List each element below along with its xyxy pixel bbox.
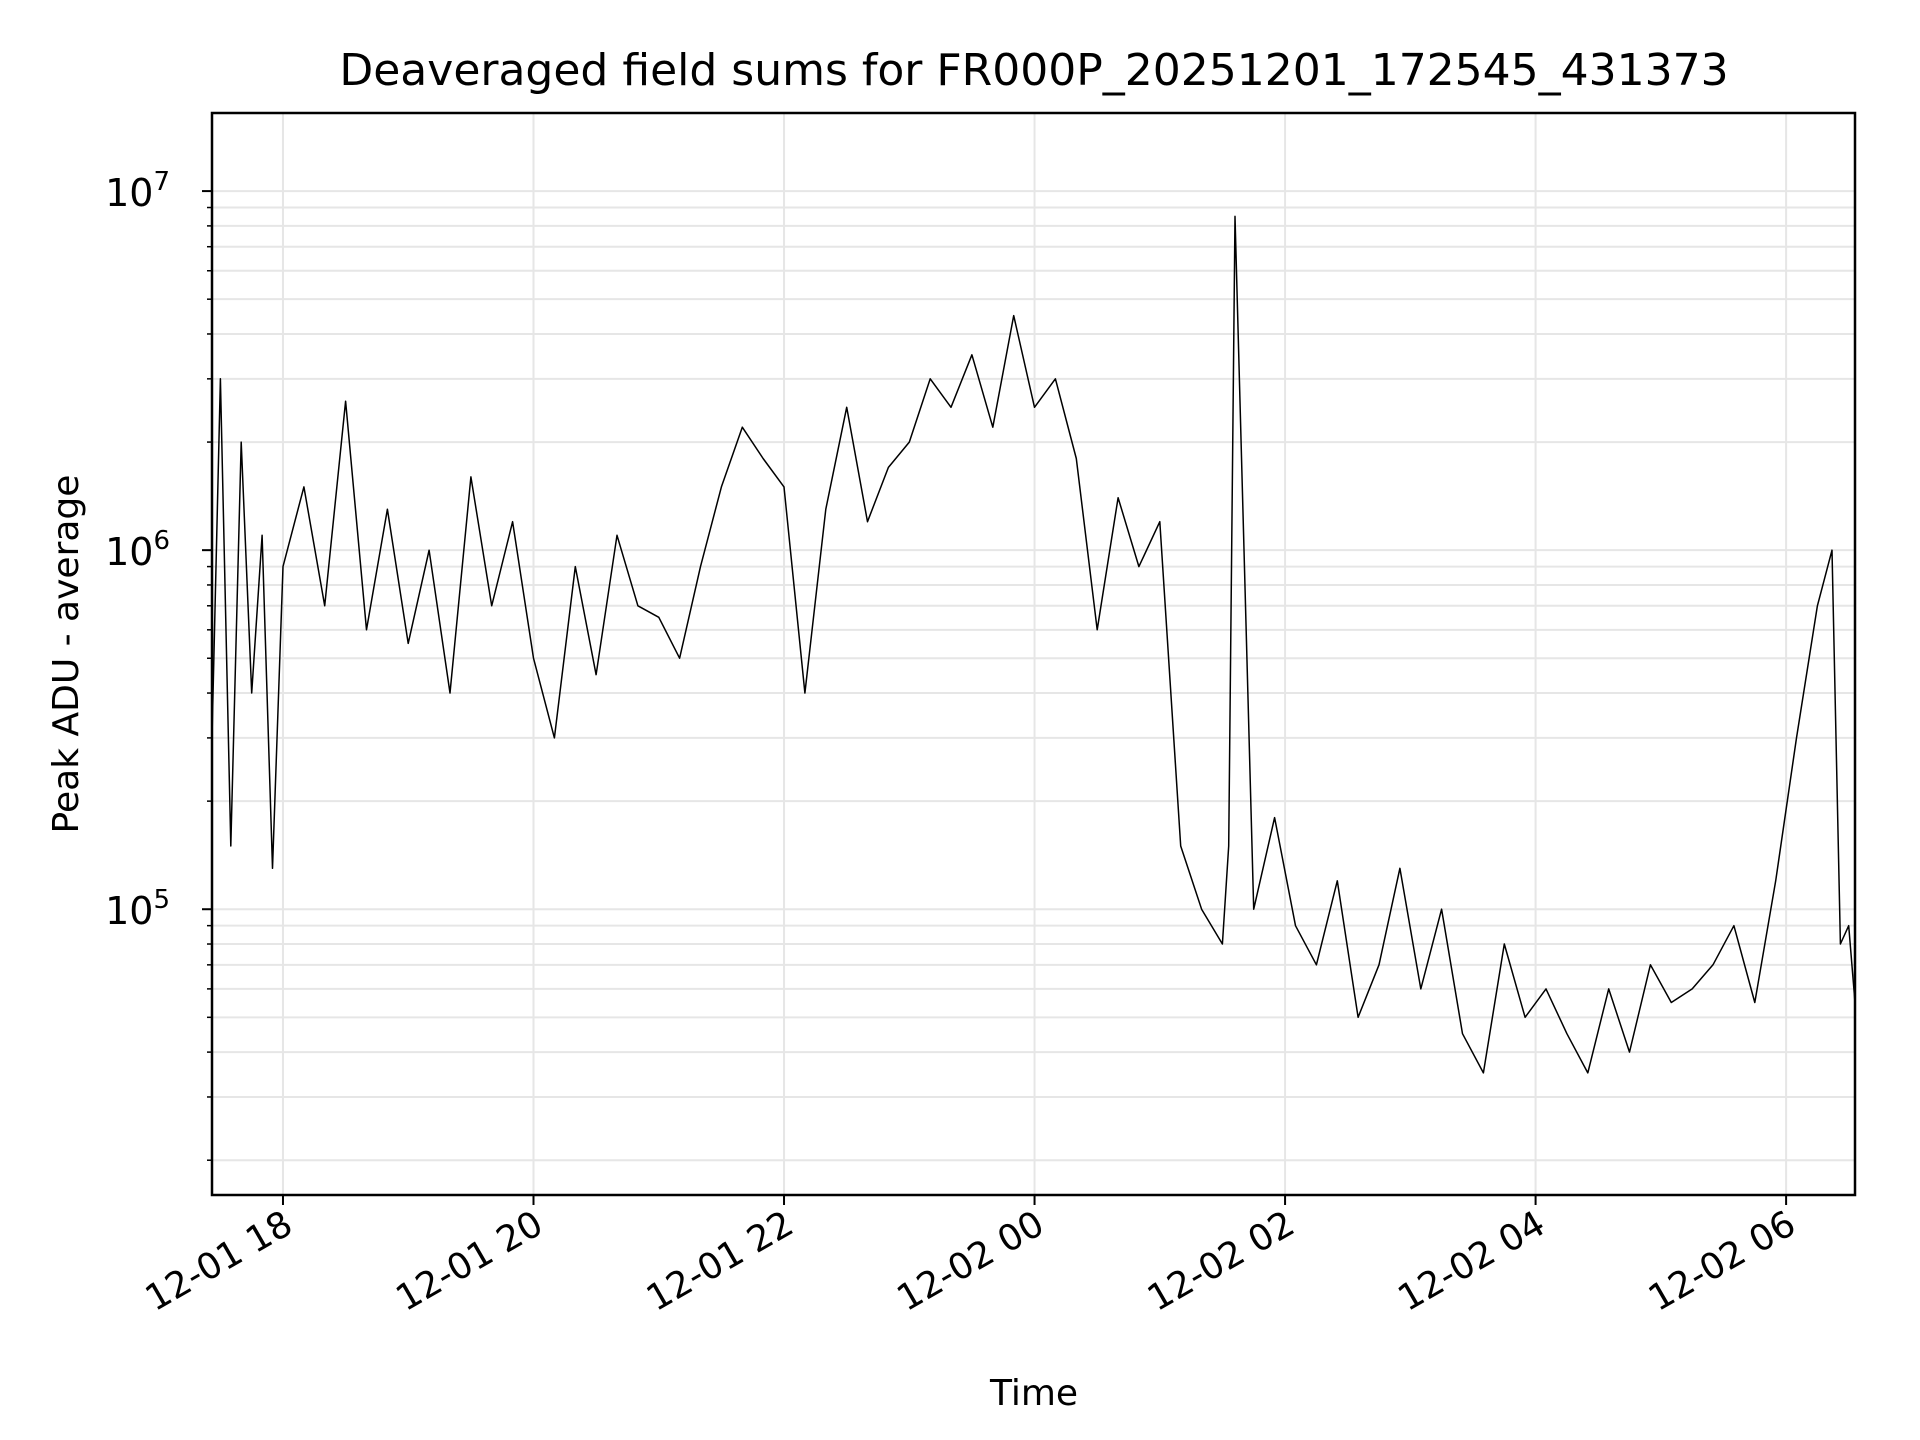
y-axis-label: Peak ADU - average: [46, 475, 87, 834]
y-tick-label-base: 10: [105, 889, 153, 933]
x-tick-label: 12-02 00: [890, 1203, 1051, 1319]
x-tick-label: 12-02 02: [1141, 1203, 1302, 1319]
series-line-0: [211, 215, 1856, 1074]
y-tick-label-exponent: 5: [153, 885, 170, 915]
y-tick-label: 107: [105, 167, 170, 215]
x-tick-label: 12-01 22: [640, 1203, 801, 1319]
x-tick-label: 12-01 18: [139, 1203, 300, 1319]
y-tick-label-exponent: 6: [153, 526, 170, 556]
y-tick-label-base: 10: [105, 171, 153, 215]
y-tick-label: 105: [105, 885, 170, 933]
gridlines: [212, 113, 1855, 1195]
x-axis: 12-01 18 12-01 20 12-01 22 12-02 00 12-02 02…: [139, 1195, 1803, 1320]
x-tick-label: 12-02 04: [1391, 1203, 1552, 1319]
x-axis-label: Time: [989, 1373, 1078, 1414]
x-tick-label: 12-02 06: [1642, 1203, 1803, 1319]
y-tick-label-base: 10: [105, 530, 153, 574]
x-tick-label: 12-01 20: [389, 1203, 550, 1319]
plot-frame: [210, 111, 1857, 1197]
y-tick-label: 106: [105, 526, 170, 574]
y-tick-label-exponent: 7: [153, 167, 170, 197]
series-layer: [211, 215, 1856, 1074]
chart-title: Deaveraged field sums for FR000P_2025120…: [339, 45, 1728, 96]
